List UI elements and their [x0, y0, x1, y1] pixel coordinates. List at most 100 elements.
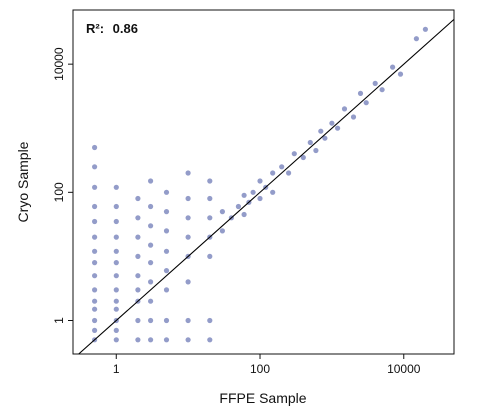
data-point	[307, 139, 313, 146]
data-point	[207, 178, 213, 184]
data-point	[92, 317, 98, 324]
data-point	[207, 317, 213, 324]
x-axis-title: FFPE Sample	[219, 390, 306, 406]
data-point	[207, 195, 213, 202]
data-point	[241, 192, 247, 198]
x-tick-label: 10000	[387, 362, 421, 376]
data-point	[185, 215, 191, 221]
data-point	[135, 253, 141, 259]
r-squared-label: R²:	[86, 21, 104, 36]
data-point	[113, 248, 119, 254]
data-point	[185, 279, 191, 285]
data-point	[335, 125, 341, 131]
y-tick-label: 100	[52, 182, 66, 202]
data-point	[148, 223, 154, 229]
data-point	[148, 203, 154, 210]
data-point	[185, 170, 191, 176]
data-point	[163, 268, 170, 274]
y-tick-label: 1	[52, 317, 66, 324]
data-point	[329, 120, 335, 126]
data-point	[135, 317, 141, 324]
data-point	[163, 317, 170, 324]
data-point	[397, 71, 404, 77]
data-point	[113, 203, 119, 210]
data-point	[207, 215, 213, 221]
data-point	[286, 170, 292, 176]
data-point	[135, 195, 141, 202]
data-point	[92, 218, 98, 225]
y-axis-title: Cryo Sample	[15, 141, 31, 222]
data-point	[318, 128, 324, 134]
data-point	[148, 178, 154, 184]
data-point	[163, 287, 170, 293]
data-point	[92, 287, 98, 293]
data-point	[350, 114, 357, 120]
data-point	[113, 298, 119, 304]
data-point	[148, 298, 154, 304]
data-point	[113, 260, 119, 266]
data-point	[241, 211, 247, 218]
data-point	[92, 234, 98, 240]
data-point	[185, 317, 191, 324]
data-point	[185, 337, 191, 343]
data-point	[92, 306, 98, 312]
data-point	[92, 184, 98, 190]
data-point	[148, 317, 154, 324]
data-point	[92, 260, 98, 266]
data-point	[92, 273, 98, 279]
data-point	[113, 306, 119, 312]
data-point	[235, 203, 241, 210]
points-layer	[92, 26, 428, 343]
data-point	[92, 144, 98, 151]
data-point	[92, 248, 98, 254]
data-point	[113, 287, 119, 293]
data-point	[390, 64, 396, 70]
data-point	[207, 253, 213, 259]
data-point	[113, 337, 119, 343]
data-point	[135, 337, 141, 343]
data-point	[92, 203, 98, 210]
data-point	[219, 209, 225, 215]
data-point	[135, 215, 141, 221]
data-point	[413, 36, 419, 42]
data-point	[113, 184, 119, 190]
x-tick-label: 1	[113, 362, 120, 376]
data-point	[270, 170, 276, 176]
data-point	[163, 189, 170, 195]
r-squared-value: 0.86	[113, 21, 138, 36]
data-point	[148, 337, 154, 343]
data-point	[257, 178, 263, 184]
fit-line	[78, 18, 455, 355]
data-point	[148, 279, 154, 285]
data-point	[422, 26, 428, 32]
data-point	[207, 337, 213, 343]
data-point	[135, 273, 141, 279]
data-point	[135, 234, 141, 240]
data-point	[279, 164, 285, 170]
data-point	[92, 164, 98, 170]
data-point	[291, 151, 297, 157]
data-point	[163, 209, 170, 215]
data-point	[113, 327, 119, 333]
r-squared-annotation: R²: 0.86	[86, 21, 138, 36]
data-point	[135, 287, 141, 293]
data-point	[148, 242, 154, 248]
data-point	[270, 189, 276, 195]
data-point	[363, 100, 369, 106]
data-point	[163, 337, 170, 343]
data-point	[113, 234, 119, 240]
data-point	[372, 80, 378, 86]
plot-frame	[72, 9, 455, 355]
data-point	[163, 248, 170, 254]
data-point	[257, 195, 263, 202]
y-tick-label: 10000	[52, 47, 66, 81]
data-point	[313, 147, 319, 154]
x-axis: 1 100 10000	[113, 354, 421, 376]
data-point	[163, 228, 170, 234]
data-point	[357, 90, 364, 96]
data-point	[300, 154, 306, 161]
data-point	[250, 189, 256, 195]
data-point	[379, 87, 385, 93]
data-point	[185, 234, 191, 240]
